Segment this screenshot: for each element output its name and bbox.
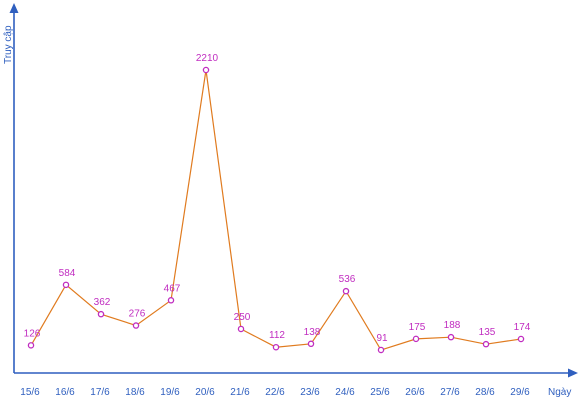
data-label: 138	[304, 327, 321, 338]
x-tick-label: 23/6	[300, 387, 320, 398]
data-point	[377, 346, 385, 354]
data-point	[27, 342, 35, 349]
data-labels: 126 584 362 276 467 2210 250 112 138 536 91 175 188 1…	[24, 53, 531, 344]
data-point	[447, 333, 455, 341]
x-tick-label: 27/6	[440, 387, 460, 398]
x-tick-label: 17/6	[90, 387, 110, 398]
x-tick-label: 28/6	[475, 387, 495, 398]
data-point	[517, 335, 525, 343]
data-point	[132, 322, 140, 329]
data-label: 175	[409, 322, 426, 333]
data-label: 467	[164, 283, 181, 294]
data-label: 174	[514, 322, 531, 333]
data-label: 276	[129, 309, 146, 320]
x-tick-label: 18/6	[125, 387, 145, 398]
data-point	[237, 325, 245, 333]
data-point	[272, 343, 280, 351]
data-label: 112	[269, 330, 285, 341]
x-tick-label: 16/6	[55, 387, 75, 398]
x-axis-label: Ngày	[548, 387, 571, 398]
data-point	[97, 310, 105, 318]
x-tick-label: 22/6	[265, 387, 285, 398]
x-tick-label: 20/6	[195, 387, 215, 398]
data-point	[167, 297, 175, 304]
x-axis-arrow	[568, 368, 578, 378]
x-tick-label: 15/6	[20, 387, 40, 398]
x-tick-label: 21/6	[230, 387, 250, 398]
data-point	[342, 287, 350, 295]
data-label: 188	[444, 320, 461, 331]
data-point	[482, 340, 490, 348]
data-points	[27, 66, 525, 354]
y-axis-arrow	[9, 3, 19, 13]
data-point	[307, 340, 315, 348]
data-label: 362	[94, 297, 111, 308]
x-tick-label: 24/6	[335, 387, 355, 398]
x-tick-labels: 15/6 16/6 17/6 18/6 19/6 20/6 21/6 22/6 23/6 24/6…	[20, 387, 530, 398]
x-tick-label: 19/6	[160, 387, 180, 398]
x-tick-label: 29/6	[510, 387, 530, 398]
data-label: 91	[376, 333, 388, 344]
data-label: 135	[479, 327, 496, 338]
data-label: 126	[24, 328, 41, 339]
data-label: 584	[59, 268, 76, 279]
y-axis-label: Truy cập	[3, 25, 14, 64]
data-point	[62, 281, 70, 289]
data-point	[202, 66, 210, 74]
data-point	[412, 335, 420, 343]
x-tick-label: 25/6	[370, 387, 390, 398]
data-label: 536	[339, 274, 356, 285]
data-label: 2210	[196, 53, 219, 64]
data-label: 250	[234, 312, 251, 323]
x-tick-label: 26/6	[405, 387, 425, 398]
